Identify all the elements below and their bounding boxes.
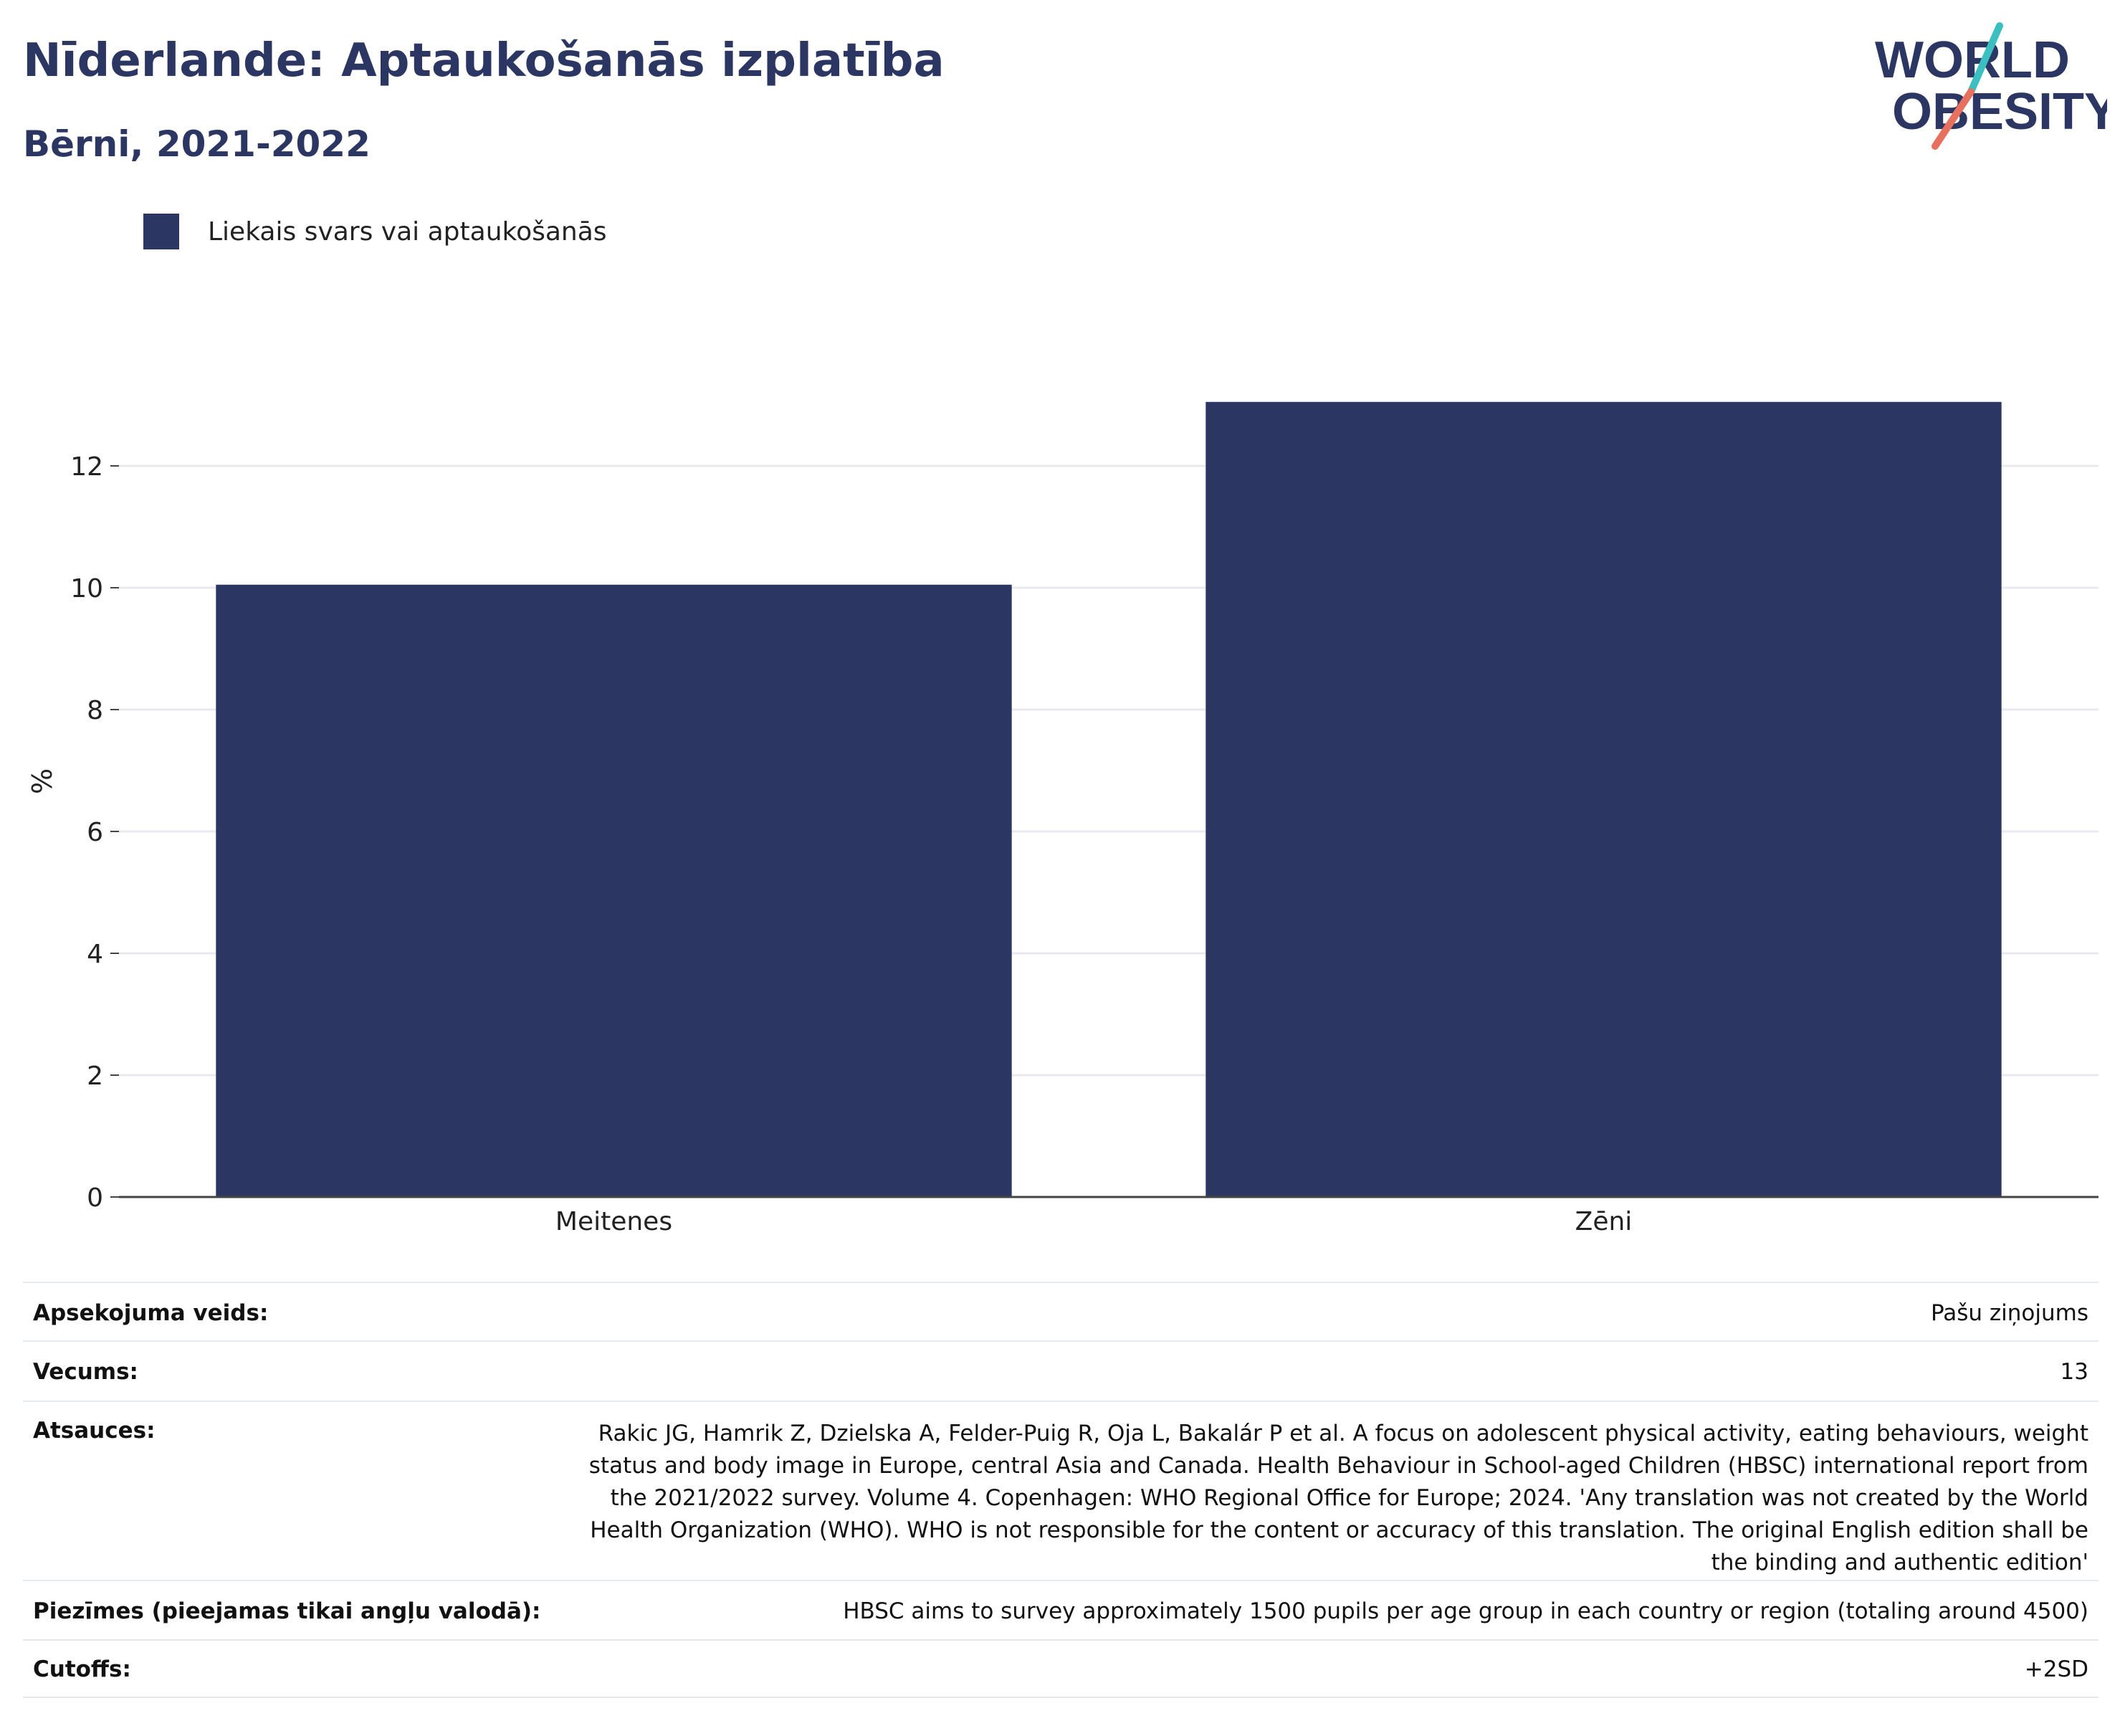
info-value: 13 (2060, 1359, 2088, 1385)
info-value: Pašu ziņojums (1930, 1300, 2088, 1326)
info-value: Rakic JG, Hamrik Z, Dzielska A, Felder-P… (588, 1421, 2088, 1575)
info-label: Atsauces: (33, 1418, 156, 1444)
chart-legend[interactable]: Liekais svars vai aptaukošanās (143, 214, 607, 249)
info-row-age: Vecums: 13 (23, 1340, 2098, 1401)
logo-word-obesity: OBESITY (1892, 83, 2107, 140)
bar-chart: 0 2 4 6 8 10 12 Meitenes Zēni% (27, 401, 2098, 1236)
chart-subtitle: Bērni, 2021-2022 (23, 123, 371, 165)
y-tick-label: 4 (87, 940, 103, 969)
y-tick-label: 6 (87, 818, 103, 847)
info-row-survey-type: Apsekojuma veids: Pašu ziņojums (23, 1282, 2098, 1340)
logo-word-world: WORLD (1875, 32, 2070, 89)
y-tick-label: 12 (70, 452, 103, 482)
y-axis-label: % (27, 768, 58, 794)
y-tick-label: 10 (70, 574, 103, 604)
y-tick-label: 0 (87, 1183, 103, 1213)
info-label: Vecums: (33, 1359, 138, 1385)
info-row-cutoffs: Cutoffs: +2SD (23, 1639, 2098, 1698)
x-tick-label: Meitenes (555, 1207, 672, 1236)
bar-1 (216, 584, 1012, 1197)
legend-swatch (143, 214, 179, 249)
info-label: Piezīmes (pieejamas tikai angļu valodā): (33, 1598, 541, 1624)
logo-slash-teal (1967, 22, 2003, 95)
info-label: Cutoffs: (33, 1656, 131, 1682)
y-tick-label: 2 (87, 1062, 103, 1091)
info-value: +2SD (2024, 1656, 2088, 1682)
x-tick-label: Zēni (1575, 1207, 1633, 1236)
info-value: HBSC aims to survey approximately 1500 p… (843, 1598, 2088, 1624)
world-obesity-logo: WORLD OBESITY (1875, 22, 2107, 150)
info-row-notes: Piezīmes (pieejamas tikai angļu valodā):… (23, 1580, 2098, 1639)
logo-slash-coral (1932, 88, 1975, 150)
info-row-references: Atsauces: Rakic JG, Hamrik Z, Dzielska A… (23, 1401, 2098, 1580)
info-table: Apsekojuma veids: Pašu ziņojums Vecums: … (23, 1282, 2098, 1698)
bar-2 (1205, 401, 2002, 1197)
info-label: Apsekojuma veids: (33, 1300, 269, 1326)
legend-label: Liekais svars vai aptaukošanās (208, 216, 607, 247)
chart-title: Nīderlande: Aptaukošanās izplatība (23, 34, 945, 87)
y-tick-label: 8 (87, 696, 103, 725)
